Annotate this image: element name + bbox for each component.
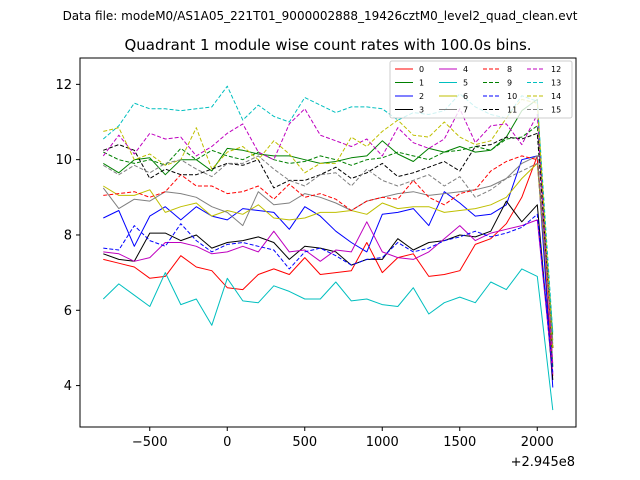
- legend-label-8: 8: [507, 65, 512, 74]
- legend-label-6: 6: [463, 92, 468, 101]
- x-tick-label: −500: [132, 435, 168, 450]
- legend-label-0: 0: [419, 65, 424, 74]
- legend-box: [389, 60, 573, 119]
- legend-label-2: 2: [419, 92, 424, 101]
- legend-label-13: 13: [551, 79, 561, 88]
- series-line-7: [102, 155, 554, 341]
- y-tick-label: 4: [64, 379, 72, 394]
- plot-background: [80, 58, 576, 427]
- x-tick-label: 1500: [443, 435, 476, 450]
- legend-label-14: 14: [551, 92, 561, 101]
- legend-label-15: 15: [551, 106, 561, 115]
- legend-label-12: 12: [551, 65, 561, 74]
- y-tick-label: 10: [55, 153, 72, 168]
- series-line-12: [102, 108, 554, 365]
- series-line-6: [103, 162, 554, 348]
- series-line-3: [103, 200, 554, 380]
- legend-label-11: 11: [507, 106, 517, 115]
- chart-title: Quadrant 1 module wise count rates with …: [124, 36, 531, 54]
- legend-label-9: 9: [507, 79, 512, 88]
- x-tick-label: 500: [292, 435, 317, 450]
- legend-label-7: 7: [463, 106, 468, 115]
- y-tick-label: 6: [64, 304, 72, 319]
- series-line-11: [103, 132, 554, 348]
- series-line-0: [103, 155, 554, 377]
- x-tick-label: 1000: [366, 435, 399, 450]
- legend-label-1: 1: [419, 79, 424, 88]
- plot-area: [80, 58, 576, 427]
- y-tick-label: 8: [64, 228, 72, 243]
- y-tick-label: 12: [55, 78, 72, 93]
- series-line-5: [102, 268, 554, 411]
- series-line-13: [102, 85, 554, 333]
- series-line-14: [103, 98, 554, 348]
- axes-border: [79, 57, 577, 428]
- legend-label-3: 3: [419, 106, 424, 115]
- series-line-9: [103, 125, 554, 337]
- axes-frame: [79, 57, 577, 428]
- x-tick-label: 0: [223, 435, 231, 450]
- legend-label-5: 5: [463, 79, 468, 88]
- series-line-8: [103, 155, 554, 348]
- series-line-1: [103, 98, 554, 367]
- figure-suptitle: Data file: modeM0/AS1A05_221T01_90000028…: [63, 9, 578, 23]
- series-line-4: [103, 219, 554, 375]
- series-line-15: [103, 155, 554, 345]
- legend-label-4: 4: [463, 65, 468, 74]
- series-line-10: [103, 213, 554, 373]
- x-tick-label: 2000: [521, 435, 554, 450]
- series-lines: [102, 85, 554, 411]
- legend-label-10: 10: [507, 92, 517, 101]
- x-offset-label: +2.945e8: [511, 455, 575, 470]
- series-line-2: [103, 155, 554, 388]
